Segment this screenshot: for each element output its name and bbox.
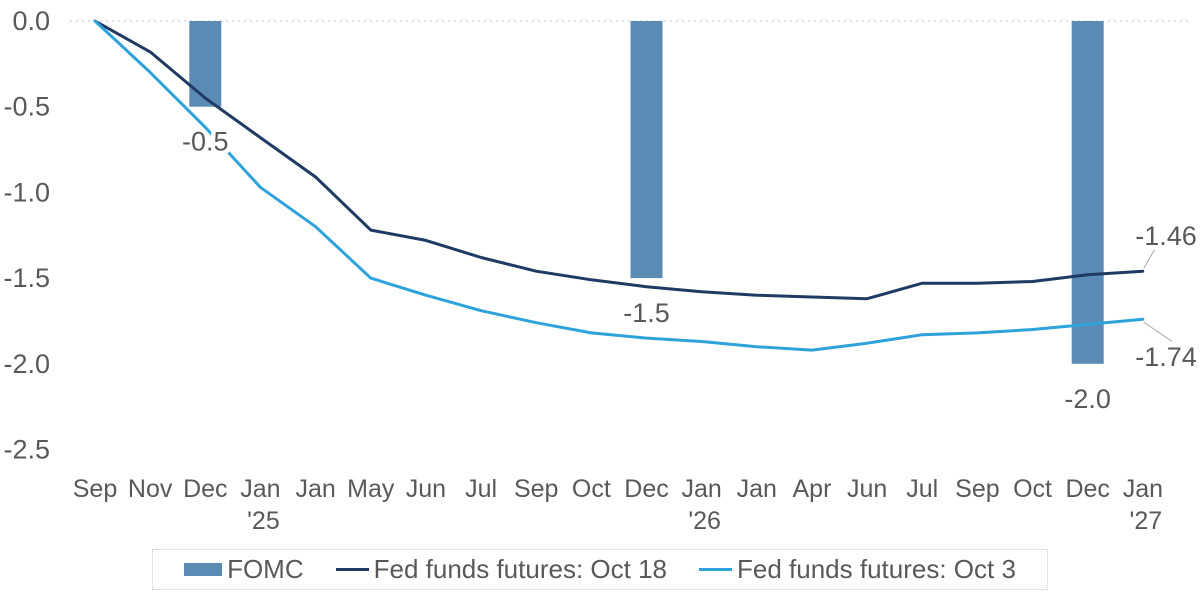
- legend-label-fomc: FOMC: [227, 554, 304, 584]
- x-axis-year-label: '27: [1130, 507, 1163, 535]
- x-axis-tick-label: Jun: [847, 475, 887, 503]
- legend-label-oct18: Fed funds futures: Oct 18: [373, 554, 667, 584]
- x-axis-tick-label: May: [347, 475, 395, 503]
- x-axis-tick-label: Jan: [681, 475, 721, 503]
- x-axis-tick-label: Sep: [955, 475, 999, 503]
- x-axis-tick-label: Jul: [906, 475, 938, 503]
- x-axis-tick-label: Jan: [295, 475, 335, 503]
- legend-label-oct3: Fed funds futures: Oct 3: [737, 554, 1016, 584]
- end-label-leader: [1143, 321, 1173, 342]
- x-axis-tick-label: Nov: [128, 475, 173, 503]
- x-axis-tick-label: Jan: [240, 475, 280, 503]
- x-axis-tick-label: Dec: [624, 475, 668, 503]
- x-axis-year-label: '25: [247, 507, 280, 535]
- bar-value-label: -1.5: [623, 298, 670, 328]
- x-axis-tick-label: Sep: [514, 475, 558, 503]
- series-end-label: -1.74: [1135, 342, 1197, 372]
- y-axis-tick-label: -1.5: [3, 263, 50, 293]
- y-axis-tick-label: -1.0: [3, 177, 50, 207]
- series-line-oct3: [93, 19, 1145, 352]
- legend-item-oct18[interactable]: Fed funds futures: Oct 18: [335, 554, 667, 585]
- y-axis-tick-label: -0.5: [3, 92, 50, 122]
- series-line-oct18: [93, 19, 1145, 301]
- x-axis-tick-label: Sep: [73, 475, 117, 503]
- bar-value-label: -2.0: [1064, 384, 1111, 414]
- bar-value-label: -0.5: [182, 127, 229, 157]
- x-axis-tick-label: Oct: [572, 475, 611, 503]
- chart-canvas: -0.5 -1.5 -2.0 -1.46 -1.74 0.0 -0.5 -1.0 -1.5 -2.…: [3, 6, 1197, 535]
- x-axis-tick-label: Jul: [465, 475, 497, 503]
- x-axis-tick-label: Dec: [183, 475, 227, 503]
- fomc-bar: [1071, 21, 1104, 364]
- legend-item-oct3[interactable]: Fed funds futures: Oct 3: [699, 554, 1016, 585]
- x-axis-tick-label: Jun: [406, 475, 446, 503]
- oct3-line-swatch-icon: [699, 568, 732, 571]
- legend-item-fomc[interactable]: FOMC: [184, 554, 304, 585]
- x-axis-tick-label: Jan: [1123, 475, 1163, 503]
- x-axis-tick-label: Dec: [1065, 475, 1109, 503]
- fomc-bar-swatch-icon: [184, 563, 223, 576]
- fomc-bar: [189, 21, 222, 107]
- x-axis-year-label: '26: [688, 507, 721, 535]
- x-axis-tick-label: Apr: [792, 475, 831, 503]
- x-axis-tick-label: Oct: [1013, 475, 1052, 503]
- y-axis-tick-label: -2.5: [3, 435, 50, 465]
- legend: FOMC Fed funds futures: Oct 18 Fed funds…: [152, 549, 1048, 590]
- end-label-leader: [1143, 246, 1157, 269]
- x-axis-tick-label: Jan: [737, 475, 777, 503]
- oct18-line-swatch-icon: [335, 568, 369, 571]
- series-end-label: -1.46: [1135, 221, 1197, 251]
- y-axis-tick-label: -2.0: [3, 349, 50, 379]
- fomc-bar: [630, 21, 663, 279]
- y-axis-tick-label: 0.0: [12, 6, 50, 36]
